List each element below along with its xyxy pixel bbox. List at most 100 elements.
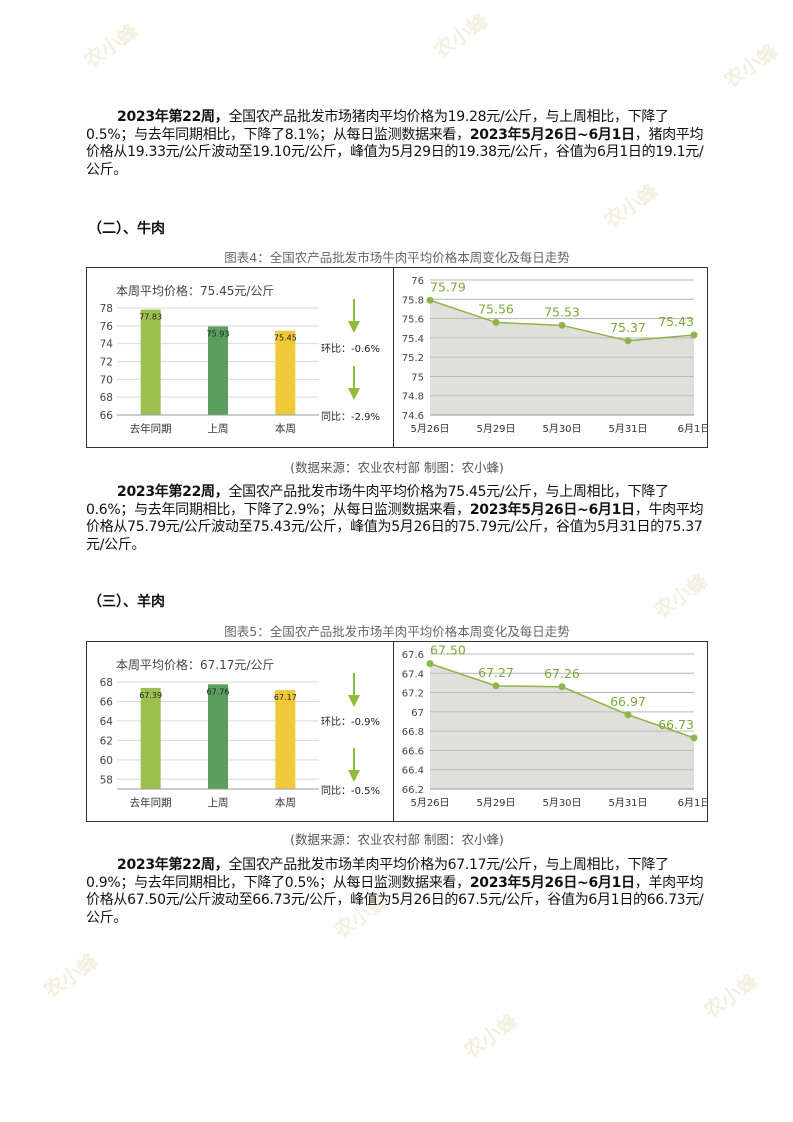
data-label: 75.79 — [430, 279, 466, 294]
watermark: 农小蜂 — [599, 178, 663, 233]
data-point — [558, 321, 566, 329]
beef-week-bold: 2023年第22周， — [117, 484, 229, 500]
beef-text-1: 全国农产品批发市场牛肉平均价格为75.45元/公斤，与上周相比，下降了0.6%；… — [86, 484, 669, 518]
y-tick-label: 66.4 — [402, 766, 424, 777]
x-tick-label: 去年同期 — [130, 422, 172, 435]
data-label: 67.50 — [430, 643, 466, 658]
data-point — [690, 734, 698, 742]
bar — [275, 330, 296, 415]
mutton-section-title: （三）、羊肉 — [88, 594, 165, 610]
y-tick-label: 67.4 — [402, 669, 424, 680]
mutton-bar-panel: 本周平均价格：67.17元/公斤 58 60 62 64 66 68 67.39 去年同期 67… — [87, 642, 393, 821]
mutton-paragraph: 2023年第22周，全国农产品批发市场羊肉平均价格为67.17元/公斤，与上周相… — [86, 857, 712, 927]
data-label: 66.73 — [658, 717, 694, 732]
figure-divider — [393, 268, 394, 447]
mutton-data-source: (数据来源：农业农村部 制图：农小蜂) — [290, 832, 504, 847]
mutton-line-panel: 66.2 66.4 66.6 66.8 67 67.2 67.4 67.6 67.50 5月26日… — [394, 642, 711, 821]
x-tick-label: 5月29日 — [476, 423, 515, 435]
y-tick-label: 75.6 — [402, 315, 424, 326]
data-label: 67.39 — [139, 691, 162, 700]
watermark: 农小蜂 — [699, 968, 763, 1023]
y-tick-label: 67.6 — [402, 650, 424, 661]
beef-bar-chart: 66 68 70 72 74 76 78 77.83 去年同期 75.93 上周 75.45 本周 — [100, 303, 319, 435]
data-label: 77.83 — [139, 313, 162, 322]
mutton-text-2: ，羊肉平均价格从67.50元/公斤波动至66.73元/公斤，峰值为5月26日的6… — [86, 874, 704, 926]
data-point — [624, 337, 632, 345]
data-point — [558, 683, 566, 691]
mutton-mom-label: 环比：-0.9% — [321, 717, 381, 728]
beef-figure: 本周平均价格：75.45元/公斤 66 68 70 72 74 76 78 77.83 去年同期… — [86, 267, 711, 448]
down-arrow-icon — [348, 748, 360, 782]
x-tick-label: 5月31日 — [608, 797, 647, 809]
bar — [140, 687, 161, 789]
x-tick-label: 本周 — [275, 796, 296, 809]
y-tick-label: 64 — [100, 716, 114, 728]
mutton-bar-chart: 58 60 62 64 66 68 67.39 去年同期 67.76 上周 67.17 本周 — [100, 677, 319, 809]
data-point — [690, 331, 698, 339]
x-tick-label: 上周 — [208, 797, 229, 809]
x-tick-label: 5月26日 — [410, 797, 449, 809]
beef-date-bold: 2023年5月26日~6月1日 — [469, 501, 635, 518]
data-label: 67.76 — [207, 687, 230, 696]
y-tick-label: 74.8 — [402, 392, 424, 403]
y-tick-label: 75.8 — [402, 295, 424, 306]
watermark: 农小蜂 — [429, 8, 493, 63]
mutton-text-1: 全国农产品批发市场羊肉平均价格为67.17元/公斤，与上周相比，下降了0.9%；… — [86, 857, 669, 891]
mutton-avg-price-label: 本周平均价格：67.17元/公斤 — [116, 658, 275, 672]
y-tick-label: 62 — [100, 735, 113, 747]
y-tick-label: 70 — [100, 374, 113, 386]
data-point — [426, 296, 434, 304]
bar — [208, 684, 228, 789]
data-label: 75.56 — [478, 301, 514, 316]
data-label: 67.26 — [544, 666, 580, 681]
x-tick-label: 5月31日 — [608, 423, 647, 435]
y-tick-label: 78 — [100, 303, 113, 315]
data-label: 75.53 — [544, 304, 580, 319]
down-arrow-icon — [348, 673, 360, 707]
beef-avg-price-label: 本周平均价格：75.45元/公斤 — [116, 284, 275, 298]
mutton-figure-title: 图表5：全国农产品批发市场羊肉平均价格本周变化及每日走势 — [224, 624, 570, 639]
y-tick-label: 75.2 — [402, 353, 424, 364]
x-tick-label: 6月1日 — [678, 797, 707, 809]
area-fill — [430, 663, 694, 789]
mutton-yoy-label: 同比：-0.5% — [321, 786, 381, 797]
y-tick-label: 76 — [411, 276, 424, 287]
y-tick-label: 58 — [100, 774, 113, 786]
pork-text-1: 全国农产品批发市场猪肉平均价格为19.28元/公斤，与上周相比，下降了0.5%；… — [86, 109, 669, 143]
x-tick-label: 本周 — [275, 422, 296, 435]
bar — [208, 326, 228, 415]
y-tick-label: 66 — [100, 696, 114, 708]
watermark: 农小蜂 — [459, 1008, 523, 1063]
y-tick-label: 75.4 — [402, 334, 424, 345]
data-label: 66.97 — [610, 694, 646, 709]
watermark: 农小蜂 — [39, 948, 103, 1003]
y-tick-label: 72 — [100, 357, 113, 369]
x-tick-label: 6月1日 — [678, 423, 707, 435]
y-tick-label: 66.8 — [402, 727, 424, 738]
data-point — [426, 660, 434, 668]
pork-date-bold: 2023年5月26日~6月1日 — [469, 126, 635, 143]
watermark: 农小蜂 — [79, 18, 143, 73]
bar — [140, 309, 161, 415]
beef-mom-label: 环比：-0.6% — [321, 344, 381, 355]
data-point — [624, 711, 632, 719]
x-tick-label: 5月26日 — [410, 423, 449, 435]
pork-week-bold: 2023年第22周， — [117, 109, 229, 125]
y-tick-label: 66.2 — [402, 785, 424, 796]
pork-text-2: ，猪肉平均价格从19.33元/公斤波动至19.10元/公斤，峰值为5月29日的1… — [86, 126, 704, 178]
beef-yoy-label: 同比：-2.9% — [321, 412, 381, 423]
data-label: 75.37 — [610, 320, 646, 335]
watermark: 农小蜂 — [649, 568, 713, 623]
y-tick-label: 68 — [100, 392, 113, 404]
data-point — [492, 682, 500, 690]
beef-figure-title: 图表4：全国农产品批发市场牛肉平均价格本周变化及每日走势 — [224, 250, 570, 265]
area-fill — [430, 300, 694, 415]
y-tick-label: 74.6 — [402, 411, 424, 422]
mutton-date-bold: 2023年5月26日~6月1日 — [469, 874, 635, 891]
y-tick-label: 66 — [100, 410, 114, 422]
x-tick-label: 5月30日 — [542, 797, 581, 809]
data-label: 67.27 — [478, 665, 514, 680]
x-tick-label: 去年同期 — [130, 796, 172, 809]
beef-line-chart: 74.6 74.8 75 75.2 75.4 75.6 75.8 76 75.79 5月26日 75… — [402, 276, 711, 435]
mutton-figure: 本周平均价格：67.17元/公斤 58 60 62 64 66 68 67.39 去年同期 67… — [86, 641, 711, 822]
